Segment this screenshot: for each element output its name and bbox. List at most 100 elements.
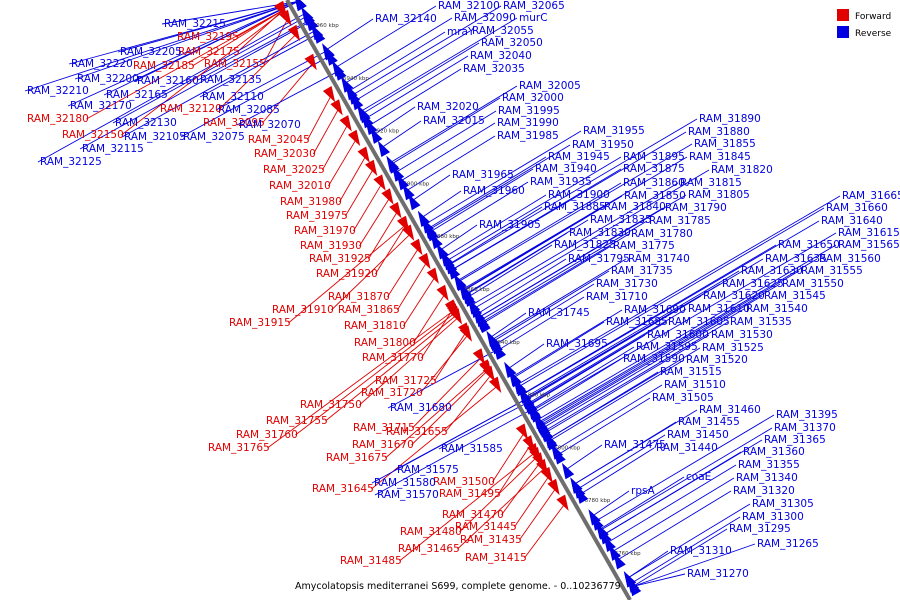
leader-line [429, 168, 534, 233]
leader-line [528, 334, 646, 406]
leader-line [365, 55, 469, 120]
gene-label: RAM_32065 [503, 0, 565, 12]
gene-label: RAM_31845 [689, 151, 751, 163]
leader-line [359, 317, 459, 406]
gene-arrow [373, 174, 386, 191]
gene-arrow [345, 83, 358, 101]
gene-label: RAM_32185 [133, 60, 195, 72]
leader-line [478, 207, 664, 318]
gene-label: RAM_32015 [423, 115, 485, 127]
gene-label: RAM_31265 [757, 538, 819, 550]
gene-label: RAM_31730 [596, 278, 658, 290]
gene-label: RAM_32195 [177, 31, 239, 43]
leader-line [67, 1, 299, 107]
gene-label: RAM_32180 [27, 113, 89, 125]
gene-arrows [274, 0, 641, 596]
gene-arrow [472, 348, 486, 365]
tick-label: 6920 kbp [373, 129, 399, 135]
gene-label: RAM_32025 [263, 164, 325, 176]
leader-line [448, 118, 698, 266]
tick-label: 6960 kbp [313, 23, 339, 29]
leader-line [465, 232, 568, 296]
leader-line [440, 224, 478, 251]
leader-line [339, 155, 367, 203]
gene-label: RAM_31310 [670, 545, 732, 557]
leader-line [548, 347, 701, 440]
leader-line [627, 503, 751, 579]
gene-label: RAM_31955 [583, 125, 645, 137]
gene-label: RAM_32045 [248, 134, 310, 146]
leader-line [549, 359, 685, 442]
gene-arrow [408, 193, 421, 211]
gene-arrow [547, 478, 560, 496]
gene-label: RAM_32150 [62, 129, 124, 141]
spine-line [285, 0, 632, 600]
gene-label: RAM_31745 [528, 307, 590, 319]
gene-arrow [628, 579, 641, 596]
gene-label: RAM_31515 [660, 366, 722, 378]
leader-line [368, 211, 398, 260]
gene-label: RAM_31580 [374, 477, 436, 489]
gene-label: RAM_31800 [354, 337, 416, 349]
leader-line [537, 244, 837, 421]
gene-arrow [331, 60, 345, 77]
leader-line [79, 21, 311, 150]
leader-line [467, 244, 553, 298]
gene-label: RAM_31720 [361, 387, 423, 399]
gene-arrow [524, 396, 537, 413]
legend-label-reverse: Reverse [855, 29, 892, 39]
gene-label: RAM_31835 [590, 214, 652, 226]
gene-label: RAM_31770 [362, 352, 424, 364]
gene-arrow [410, 238, 423, 256]
gene-label: RAM_31465 [398, 543, 460, 555]
leader-line [353, 183, 383, 232]
gene-arrow [623, 571, 637, 588]
gene-label: RAM_31555 [801, 265, 863, 277]
gene-label: RAM_31560 [819, 253, 881, 265]
gene-arrow [553, 448, 566, 465]
leader-line [481, 233, 630, 323]
gene-arrow [351, 93, 364, 111]
gene-label: RAM_31470 [442, 509, 504, 521]
gene-label: RAM_31570 [377, 489, 439, 501]
gene-label: RAM_31890 [699, 113, 761, 125]
leader-line [492, 432, 525, 483]
leader-line [161, 1, 299, 25]
leader-line [482, 245, 612, 325]
leader-line [420, 334, 469, 394]
gene-label: RAM_31450 [667, 429, 729, 441]
leader-line [438, 402, 528, 450]
leader-line [595, 414, 775, 522]
gene-label: RAM_31900 [548, 189, 610, 201]
gene-label: RAM_31885 [544, 201, 606, 213]
gene-label: RAM_31975 [286, 210, 348, 222]
gene-arrow [370, 127, 383, 144]
gene-label: RAM_32075 [183, 131, 245, 143]
leader-line [86, 10, 283, 120]
leader-line [421, 308, 454, 359]
gene-label: RAM_31945 [548, 151, 610, 163]
gene-label: RAM_31485 [340, 555, 402, 567]
leader-line [522, 244, 777, 395]
leader-line [524, 503, 566, 559]
leader-line [387, 349, 498, 409]
gene-label: RAM_31710 [586, 291, 648, 303]
gene-label: RAM_31340 [736, 472, 798, 484]
gene-arrow [479, 359, 492, 376]
gene-label: RAM_31780 [631, 228, 693, 240]
gene-arrow [417, 210, 431, 227]
leader-line [617, 490, 732, 561]
leader-line [374, 409, 532, 496]
gene-label: RAM_31870 [328, 291, 390, 303]
gene-label: RAM_32070 [239, 119, 301, 131]
leader-line [525, 295, 702, 401]
gene-label: RAM_31355 [738, 459, 800, 471]
gene-label: RAM_31790 [665, 202, 727, 214]
gene-label: RAM_32005 [519, 80, 581, 92]
leader-line [513, 321, 605, 379]
gene-label: RAM_32125 [40, 156, 102, 168]
gene-label: RAM_31920 [316, 268, 378, 280]
leader-line [411, 369, 489, 446]
